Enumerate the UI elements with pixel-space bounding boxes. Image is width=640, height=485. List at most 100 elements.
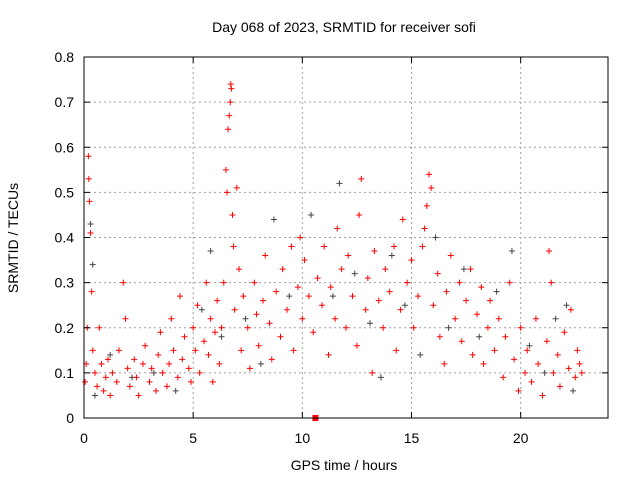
red-point: [474, 311, 480, 318]
red-point: [82, 378, 89, 385]
black-point: [460, 266, 467, 273]
black-point: [218, 333, 225, 340]
red-point: [543, 338, 550, 345]
red-point: [135, 392, 142, 399]
red-point: [299, 315, 306, 322]
red-point: [478, 284, 485, 291]
red-point: [222, 166, 229, 173]
red-point: [301, 257, 308, 264]
red-point: [469, 351, 476, 358]
red-point: [126, 383, 133, 390]
y-tick-label: 0.7: [55, 94, 75, 110]
y-tick-label: 0.1: [55, 365, 75, 381]
red-point: [159, 369, 166, 376]
black-point: [432, 234, 439, 241]
red-point: [85, 175, 92, 182]
red-point: [209, 378, 216, 385]
red-point: [548, 279, 555, 286]
red-point: [194, 302, 201, 309]
red-point: [139, 360, 146, 367]
x-axis-label: GPS time / hours: [291, 457, 398, 473]
red-point: [155, 351, 162, 358]
red-point: [369, 369, 376, 376]
red-point: [233, 184, 240, 191]
red-point: [246, 365, 253, 372]
red-point: [102, 374, 109, 381]
red-point: [120, 279, 127, 286]
red-point: [419, 243, 426, 250]
red-point: [214, 297, 221, 304]
black-point: [242, 315, 249, 322]
red-point: [174, 374, 181, 381]
red-point: [100, 387, 107, 394]
red-point: [318, 302, 325, 309]
red-point: [325, 351, 332, 358]
y-tick-label: 0.4: [55, 230, 75, 246]
red-point: [88, 288, 95, 295]
red-point: [187, 378, 194, 385]
black-point: [351, 270, 358, 277]
red-point: [91, 369, 98, 376]
black-point: [107, 351, 114, 358]
red-point: [253, 311, 260, 318]
red-point: [314, 275, 321, 282]
red-point: [561, 329, 568, 336]
red-point: [262, 252, 269, 259]
black-point: [508, 248, 515, 255]
red-point: [408, 257, 415, 264]
red-point: [495, 315, 502, 322]
y-tick-label: 0.5: [55, 184, 75, 200]
black-point: [493, 288, 500, 295]
red-point: [290, 347, 297, 354]
black-point: [286, 293, 293, 300]
black-point: [336, 180, 343, 187]
red-point: [268, 356, 275, 363]
red-point: [380, 324, 387, 331]
x-tick-label: 10: [295, 430, 311, 446]
red-point: [168, 315, 175, 322]
red-point: [255, 342, 262, 349]
red-point: [181, 333, 188, 340]
red-point: [177, 293, 184, 300]
red-point: [515, 387, 522, 394]
red-point: [353, 342, 360, 349]
red-point: [122, 315, 129, 322]
red-point: [89, 347, 96, 354]
red-point: [288, 243, 295, 250]
red-point: [447, 252, 454, 259]
red-point: [98, 360, 105, 367]
red-point: [107, 392, 114, 399]
red-point: [166, 360, 173, 367]
y-axis-label: SRMTID / TECUs: [5, 183, 21, 293]
x-tick-label: 20: [513, 430, 529, 446]
red-point: [358, 175, 365, 182]
red-point: [500, 374, 507, 381]
y-tick-label: 0: [66, 410, 74, 426]
red-point: [334, 225, 341, 232]
red-point: [480, 360, 487, 367]
red-point: [279, 266, 286, 273]
red-point: [349, 293, 356, 300]
red-point: [565, 365, 572, 372]
black-point: [401, 302, 408, 309]
black-point: [541, 369, 548, 376]
red-point: [463, 297, 470, 304]
red-point: [421, 225, 428, 232]
red-point: [238, 347, 245, 354]
red-point: [456, 279, 463, 286]
black-point: [270, 216, 277, 223]
red-point: [356, 211, 363, 218]
red-point: [205, 351, 212, 358]
red-point: [410, 324, 417, 331]
red-point: [310, 329, 317, 336]
red-point: [170, 347, 177, 354]
red-point: [277, 333, 284, 340]
red-point: [327, 284, 334, 291]
red-point: [539, 392, 546, 399]
red-point: [216, 360, 223, 367]
black-point: [89, 261, 96, 268]
red-point: [397, 306, 404, 313]
red-point: [94, 383, 101, 390]
red-point: [506, 279, 513, 286]
red-point: [423, 202, 430, 209]
